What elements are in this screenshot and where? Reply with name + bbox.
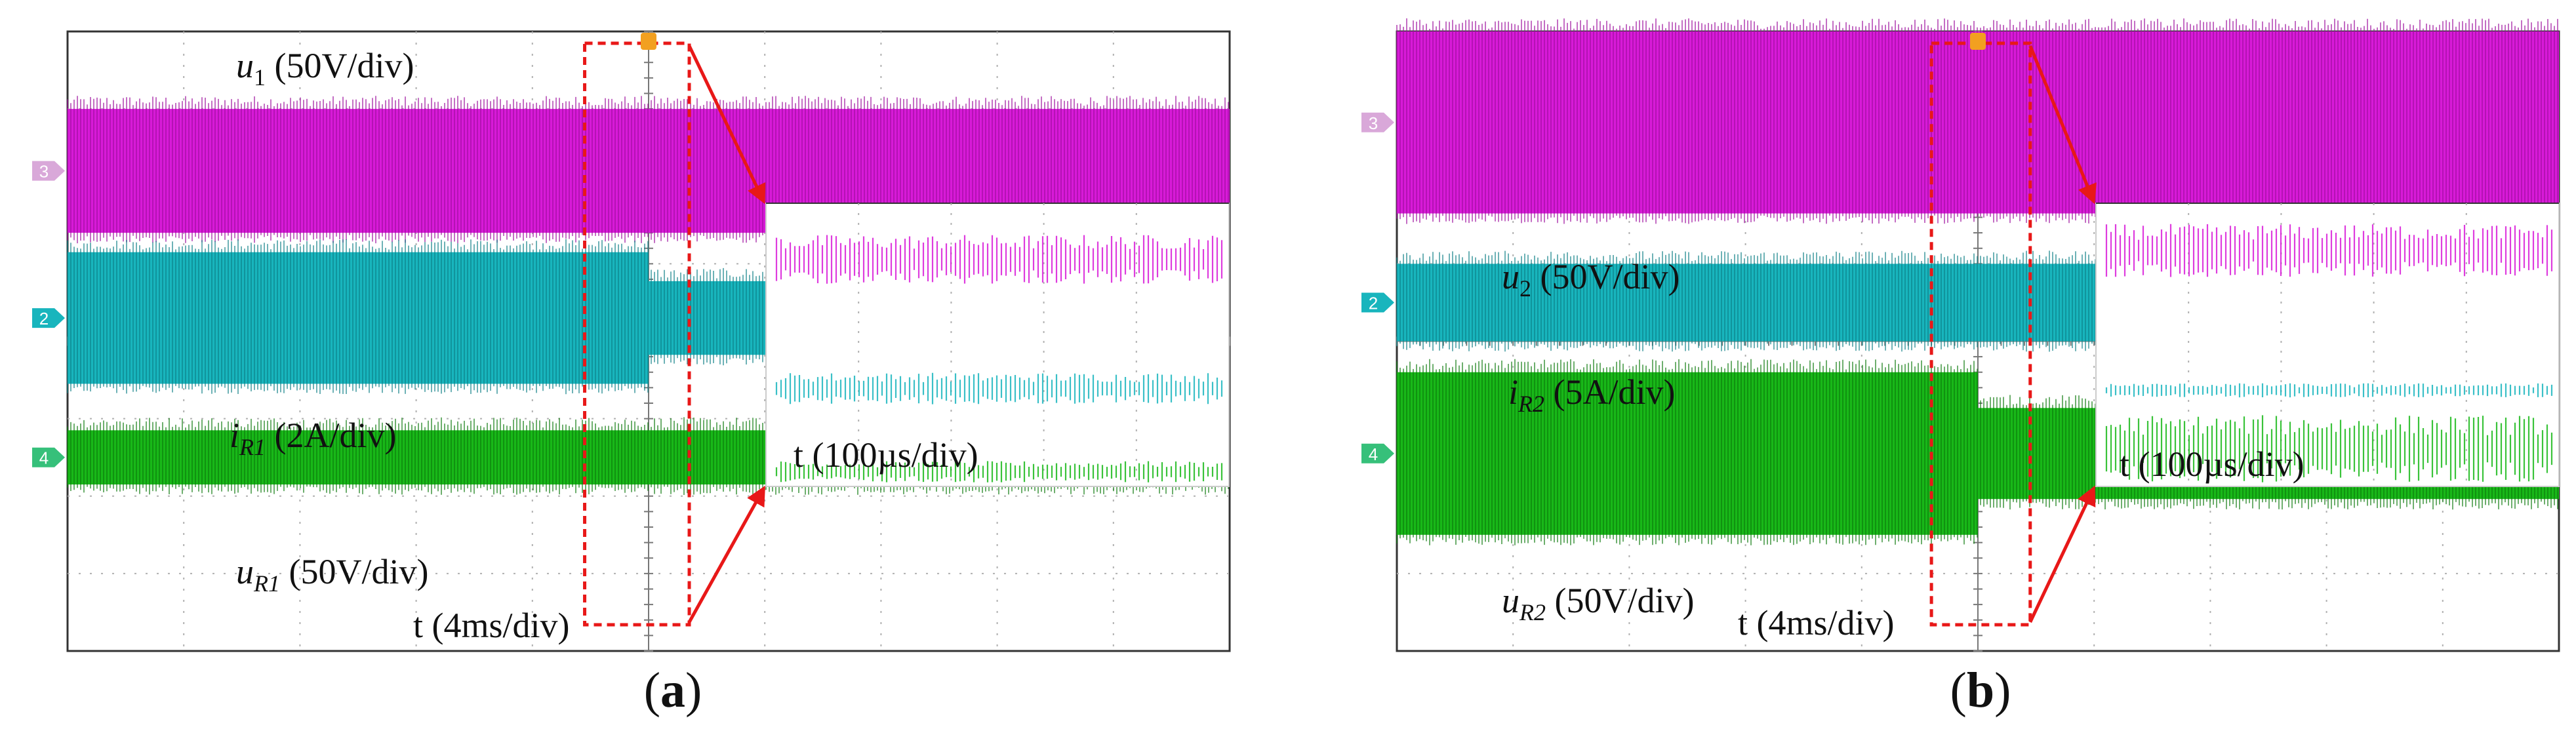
waveforms-b [1396, 18, 2559, 545]
waveform-band-u_2 [1397, 31, 1978, 214]
waveform-trace-u_2 [1396, 18, 2558, 224]
inset-trace-u_R2 [2105, 415, 2553, 482]
waveform-band-u_R2 [1397, 372, 1978, 535]
zoom-arrow-bottom [2028, 485, 2096, 623]
zoom-window [583, 41, 691, 627]
inset-a [765, 203, 1230, 487]
inset-axis-label-a: t (100µs/div) [794, 435, 978, 475]
x-axis-label-b: t (4ms/div) [1738, 603, 1895, 642]
trace-label-iR2: iR2 (5A/div) [1508, 372, 1675, 417]
inset-axis-label-b: t (100µs/div) [2120, 444, 2304, 484]
panel-caption-a: (a) [644, 663, 702, 718]
channel-marker-label: 4 [39, 448, 49, 468]
panel-caption-b: (b) [1950, 663, 2011, 718]
waveform-band-i_R2 [1397, 264, 1978, 342]
zoom-arrow-top [2028, 45, 2097, 205]
x-axis-label-a: t (4ms/div) [413, 606, 570, 645]
waveform-band-u_1 [68, 109, 649, 233]
zoom-arrow-top [687, 45, 766, 205]
inset-trace-i_R2 [2105, 383, 2553, 398]
inset-b [2095, 203, 2560, 487]
channel-marker-label: 3 [1369, 113, 1378, 133]
inset-trace-u_2 [2105, 224, 2553, 277]
channel-markers-b: 3 2 4 [1361, 112, 1394, 464]
panel-a: 3 2 4 u1 (50V/div) iR1 (2A/div) uR1 (50V/d… [32, 30, 1231, 718]
waveform-trace-u_1 [67, 96, 1229, 244]
trace-label-iR1: iR1 (2A/div) [230, 416, 396, 460]
channel-marker-3 [32, 161, 65, 181]
zoom-frame-a [583, 33, 766, 627]
waveform-band-u_R1 [68, 430, 649, 485]
channel-marker-4 [1361, 443, 1394, 463]
channel-marker-label: 2 [39, 309, 49, 328]
trace-label-uR2: uR2 (50V/div) [1502, 581, 1694, 625]
panel-b: 3 2 4 u2 (50V/div) iR2 (5A/div) uR2 (50V/d… [1361, 18, 2560, 718]
trace-label-u2: u2 (50V/div) [1502, 257, 1680, 302]
waveform-band-u_2-after [1978, 31, 2559, 214]
inset-trace-u_1 [775, 235, 1223, 284]
channel-marker-label: 2 [1369, 293, 1378, 313]
channel-marker-label: 4 [1369, 444, 1378, 464]
trigger-marker [641, 33, 656, 50]
channel-marker-2 [32, 308, 65, 328]
zoom-window [1929, 41, 2032, 627]
waveform-band-i_R1 [68, 252, 649, 384]
zoom-frame-b [1929, 33, 2097, 627]
zoom-arrow-bottom [687, 485, 765, 623]
trace-label-u1: u1 (50V/div) [236, 46, 414, 90]
channel-marker-3 [1361, 112, 1394, 132]
channel-markers-a: 3 2 4 [32, 161, 65, 468]
channel-marker-4 [32, 447, 65, 467]
trace-label-uR1: uR1 (50V/div) [236, 552, 428, 597]
inset-trace-i_R1 [775, 372, 1223, 404]
inset-trace-u_R1 [775, 461, 1223, 482]
trigger-marker [1970, 33, 1986, 50]
channel-marker-label: 3 [39, 162, 49, 182]
channel-marker-2 [1361, 292, 1394, 313]
